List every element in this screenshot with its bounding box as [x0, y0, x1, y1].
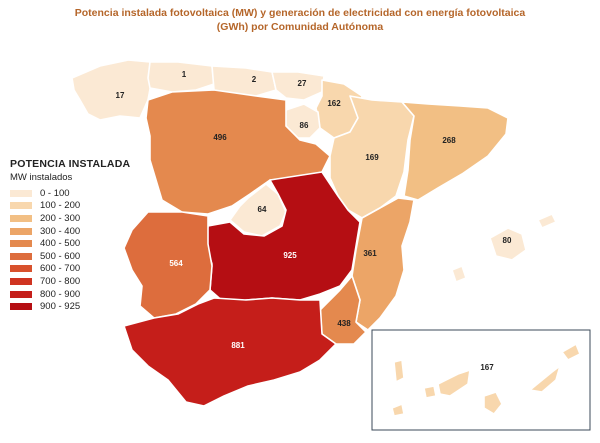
region-value-murcia: 438 — [337, 319, 351, 328]
region-value-extremadura: 564 — [169, 259, 183, 268]
region-canarias-gomera[interactable] — [423, 385, 437, 399]
region-value-aragon: 169 — [365, 153, 379, 162]
legend-swatch — [10, 277, 32, 285]
region-value-asturias: 1 — [182, 70, 187, 79]
legend-label: 0 - 100 — [40, 187, 70, 199]
region-canarias-fuerteventura[interactable] — [529, 365, 561, 393]
legend-label: 600 - 700 — [40, 263, 81, 275]
region-value-islas-baleares: 80 — [503, 236, 512, 245]
region-canarias-lanzarote[interactable] — [561, 343, 581, 361]
legend-item: 900 - 925 — [10, 300, 150, 313]
region-value-navarra: 162 — [327, 99, 341, 108]
legend-swatch — [10, 265, 32, 273]
legend-item: 600 - 700 — [10, 263, 150, 276]
region-canarias-gran-canaria[interactable] — [483, 391, 503, 415]
legend-item: 700 - 800 — [10, 275, 150, 288]
legend-swatch — [10, 240, 32, 248]
legend-label: 900 - 925 — [40, 301, 81, 313]
legend-swatch — [10, 202, 32, 210]
region-comunidad-valenciana[interactable] — [351, 197, 415, 331]
region-value-madrid: 64 — [258, 205, 267, 214]
legend-swatch — [10, 290, 32, 298]
region-madrid[interactable] — [229, 183, 287, 237]
map-title-line1: Potencia instalada fotovoltaica (MW) y g… — [74, 7, 526, 19]
region-pais-vasco[interactable] — [271, 71, 325, 101]
region-canarias-la-palma[interactable] — [393, 359, 405, 383]
region-canarias-tenerife[interactable] — [437, 369, 471, 397]
legend-items: 0 - 100 100 - 200 200 - 300 300 - 400 400 - … — [10, 187, 150, 313]
region-value-castilla-leon: 496 — [213, 133, 227, 142]
region-islas-baleares-ibiza[interactable] — [451, 265, 467, 283]
canarias-inset-frame — [371, 329, 591, 431]
legend-subtitle: MW instalados — [10, 172, 73, 183]
legend-item: 500 - 600 — [10, 250, 150, 263]
region-value-canarias: 167 — [480, 363, 494, 372]
map-title: Potencia instalada fotovoltaica (MW) y g… — [40, 6, 560, 34]
region-value-comunidad-valenciana: 361 — [363, 249, 377, 258]
region-asturias[interactable] — [147, 61, 215, 93]
legend-item: 100 - 200 — [10, 200, 150, 213]
legend-item: 0 - 100 — [10, 187, 150, 200]
legend-swatch — [10, 252, 32, 260]
legend-swatch — [10, 227, 32, 235]
region-value-galicia: 17 — [116, 91, 125, 100]
legend-swatch — [10, 303, 32, 311]
region-value-cataluna: 268 — [442, 136, 456, 145]
legend-item: 400 - 500 — [10, 237, 150, 250]
region-galicia[interactable] — [71, 59, 153, 121]
legend: POTENCIA INSTALADA MW instalados 0 - 100… — [10, 158, 150, 313]
region-andalucia[interactable] — [123, 297, 337, 407]
legend-item: 200 - 300 — [10, 212, 150, 225]
map-title-line2: (GWh) por Comunidad Autónoma — [216, 21, 384, 33]
region-value-la-rioja: 86 — [300, 121, 309, 130]
region-value-andalucia: 881 — [231, 341, 245, 350]
legend-label: 700 - 800 — [40, 275, 81, 287]
region-islas-baleares-mallorca[interactable] — [489, 227, 527, 261]
legend-label: 800 - 900 — [40, 288, 81, 300]
legend-label: 100 - 200 — [40, 200, 81, 212]
legend-item: 800 - 900 — [10, 288, 150, 301]
legend-label: 500 - 600 — [40, 250, 81, 262]
region-cataluna[interactable] — [401, 101, 509, 201]
region-islas-baleares-menorca[interactable] — [537, 213, 557, 229]
legend-label: 300 - 400 — [40, 225, 81, 237]
legend-swatch — [10, 189, 32, 197]
region-value-castilla-la-mancha: 925 — [283, 251, 297, 260]
legend-title: POTENCIA INSTALADA — [10, 158, 131, 170]
legend-label: 200 - 300 — [40, 212, 81, 224]
region-value-pais-vasco: 27 — [298, 79, 307, 88]
legend-label: 400 - 500 — [40, 238, 81, 250]
region-canarias-hierro[interactable] — [391, 403, 405, 417]
legend-swatch — [10, 214, 32, 222]
legend-item: 300 - 400 — [10, 225, 150, 238]
region-value-cantabria: 2 — [252, 75, 257, 84]
